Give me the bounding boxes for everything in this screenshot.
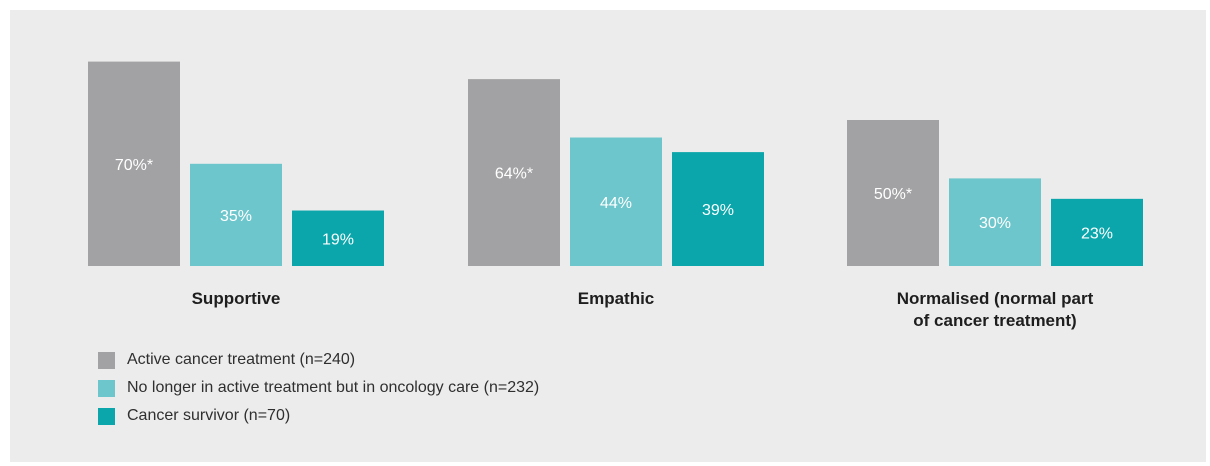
bar-oncology-care xyxy=(949,178,1041,266)
legend-label: Cancer survivor (n=70) xyxy=(127,407,291,424)
data-label: 35% xyxy=(220,208,252,225)
bar-group: 70%* 35% 19% xyxy=(88,61,384,266)
data-label: 70%* xyxy=(115,157,153,174)
bar-chart: 70%* 35% 19% Supportive 64%* 44% 39% Empathic 50… xyxy=(88,61,1143,330)
legend-item-active-treatment: Active cancer treatment (n=240) xyxy=(98,346,539,374)
bar-cancer-survivor xyxy=(1051,198,1143,266)
category-label: Empathic xyxy=(578,289,655,308)
bar-oncology-care xyxy=(190,163,282,266)
category-label-line: Normalised (normal part xyxy=(897,289,1094,308)
legend-item-cancer-survivor: Cancer survivor (n=70) xyxy=(98,402,539,430)
category-label-line: Empathic xyxy=(578,289,655,308)
data-label: 39% xyxy=(702,202,734,219)
legend-label: Active cancer treatment (n=240) xyxy=(127,351,356,368)
bar-active-treatment xyxy=(468,79,560,267)
data-label: 64%* xyxy=(495,166,533,183)
data-label: 19% xyxy=(322,231,354,248)
bar-group: 64%* 44% 39% xyxy=(468,79,764,267)
bar-active-treatment xyxy=(847,120,939,266)
data-label: 30% xyxy=(979,215,1011,232)
data-label: 44% xyxy=(600,195,632,212)
legend-label: No longer in active treatment but in onc… xyxy=(127,379,540,396)
bar-active-treatment xyxy=(88,61,180,266)
legend: Active cancer treatment (n=240) No longe… xyxy=(98,346,539,430)
bar-group: 50%* 30% 23% xyxy=(847,120,1143,266)
legend-swatch xyxy=(98,379,115,397)
category-label-line: Supportive xyxy=(192,289,281,308)
legend-swatch xyxy=(98,407,115,425)
data-label: 50%* xyxy=(874,186,912,203)
bar-oncology-care xyxy=(570,137,662,266)
category-label: Normalised (normal part of cancer treatme… xyxy=(897,289,1094,330)
chart-panel: 70%* 35% 19% Supportive 64%* 44% 39% Empathic 50… xyxy=(10,10,1206,462)
data-label: 23% xyxy=(1081,225,1113,242)
bar-cancer-survivor xyxy=(292,210,384,266)
category-label: Supportive xyxy=(192,289,281,308)
legend-swatch xyxy=(98,351,115,369)
category-label-line: of cancer treatment) xyxy=(913,311,1076,330)
bar-cancer-survivor xyxy=(672,152,764,266)
legend-item-oncology-care: No longer in active treatment but in onc… xyxy=(98,374,539,402)
